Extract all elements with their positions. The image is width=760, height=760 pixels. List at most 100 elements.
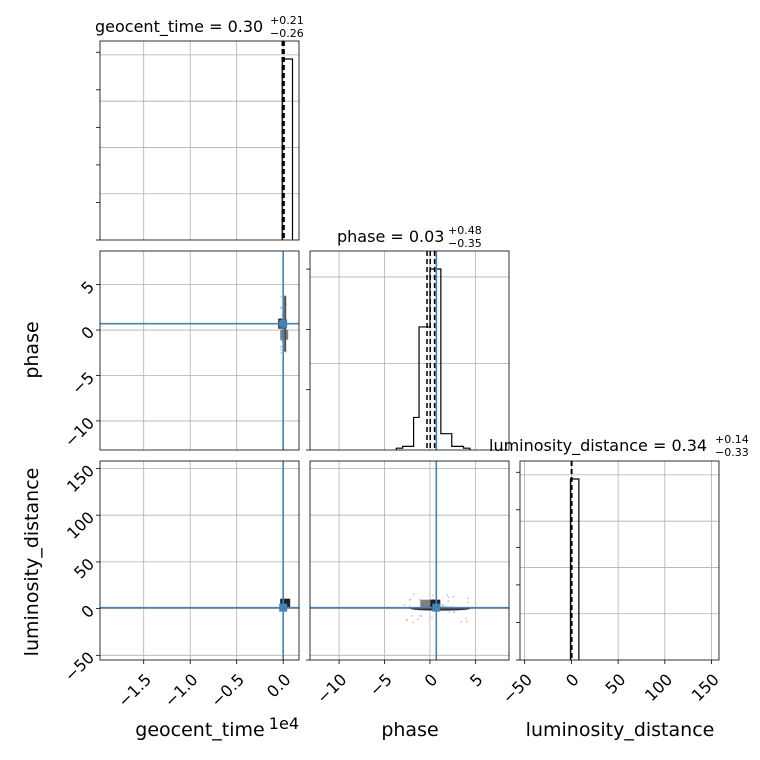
y-tick-label: −50 [61, 648, 98, 685]
truth-marker [432, 603, 441, 612]
x-tick-label: 0 [562, 670, 583, 691]
sample-point [406, 619, 408, 622]
sample-point [412, 593, 415, 595]
sample-point [418, 598, 421, 601]
truth-lines-luminosity-distance-vs-geocent-time [100, 461, 299, 660]
x-tick-label: 150 [688, 670, 723, 705]
quantile-lines-phase [426, 251, 436, 450]
y-tick-marks [306, 268, 310, 451]
sample-point [408, 605, 411, 607]
title-phase: phase = 0.03 [337, 227, 444, 246]
x-tick-label: 0.0 [263, 670, 294, 701]
sample-point [280, 307, 282, 310]
sample-point [460, 620, 463, 623]
y-tick-marks [516, 471, 520, 661]
histogram-step [395, 268, 471, 450]
sample-point [467, 597, 470, 600]
x-tick-label: −0.5 [207, 670, 248, 711]
y-tick-label: 100 [63, 508, 98, 543]
sample-point [279, 348, 282, 351]
grid-phase-vs-geocent-time [100, 251, 299, 450]
title-geocent-time-minus: −0.26 [270, 27, 304, 40]
sample-point [280, 306, 282, 308]
phase-y-tick-labels: 5 0 −5 −10 [61, 277, 100, 451]
title-luminosity-distance-plus: +0.14 [715, 433, 749, 446]
x-axis-label-geocent-time: geocent_time [135, 719, 264, 741]
density-luminosity-distance-vs-geocent-time [280, 598, 291, 608]
title-phase-plus: +0.48 [448, 224, 482, 237]
y-axis-label-luminosity-distance: luminosity_distance [21, 468, 43, 657]
panel-frame [99, 250, 300, 451]
x-tick-label: 0 [421, 670, 442, 691]
density-block [280, 598, 291, 608]
y-tick-label: 0 [77, 323, 98, 344]
y-tick-label: 5 [77, 277, 98, 298]
x-axis-label-phase: phase [381, 719, 438, 741]
truth-marker [279, 319, 288, 328]
sample-point [447, 600, 450, 602]
luminosity-distance-y-tick-labels: 150 100 50 0 −50 [61, 461, 100, 685]
x-tick-label: 50 [602, 670, 630, 698]
title-geocent-time-plus: +0.21 [270, 14, 304, 27]
title-geocent-time: geocent_time = 0.30 [95, 17, 263, 37]
panel-luminosity-distance-hist: −50 0 50 100 150 luminosity_distance = 0.34 … [489, 433, 749, 741]
x-tick-label: −1.0 [161, 670, 202, 711]
panel-frame [99, 460, 300, 661]
grid-phase-hist [310, 251, 509, 450]
sample-point [406, 618, 408, 620]
y-tick-label: 0 [77, 601, 98, 622]
x-tick-label: 100 [641, 670, 676, 705]
panel-frame [309, 250, 510, 451]
x-tick-label: 5 [466, 670, 487, 691]
sample-point [411, 615, 413, 617]
grid-luminosity-distance-hist [520, 461, 719, 660]
sample-point [408, 599, 411, 601]
x-tick-label: −10 [313, 670, 350, 707]
sample-point [452, 595, 455, 598]
sample-point [280, 352, 283, 354]
panel-luminosity-distance-vs-phase: −10 −5 0 5 phase [306, 460, 510, 741]
panel-frame [309, 460, 510, 661]
sample-point [431, 617, 433, 619]
panel-phase-hist: phase = 0.03 +0.48 −0.35 [306, 224, 510, 451]
grid-luminosity-distance-vs-geocent-time [100, 461, 299, 660]
quantile-lines-geocent-time [281, 41, 285, 240]
truth-lines-luminosity-distance-vs-phase [310, 461, 509, 660]
phase-x-tick-labels: −10 −5 0 5 [313, 660, 487, 707]
sample-point [432, 594, 434, 597]
sample-point [448, 611, 450, 613]
panel-phase-vs-geocent-time: 5 0 −5 −10 phase [21, 250, 300, 451]
y-axis-label-phase: phase [21, 321, 43, 378]
x-tick-label: −50 [499, 670, 536, 707]
sample-point [466, 620, 468, 623]
grid-geocent-time-hist [100, 41, 299, 240]
y-tick-marks [96, 51, 100, 241]
panel-frame [99, 40, 300, 241]
sample-point [419, 614, 422, 617]
sample-point [452, 611, 455, 613]
y-tick-label: 50 [70, 554, 98, 582]
sample-point [280, 345, 283, 348]
truth-marker [279, 603, 288, 612]
title-phase-minus: −0.35 [448, 237, 482, 250]
geocent-time-x-tick-labels: −1.5 −1.0 −0.5 0.0 [114, 660, 295, 711]
sample-point [465, 617, 467, 620]
sample-point [446, 594, 449, 596]
sample-point [447, 596, 450, 599]
sample-point [467, 601, 469, 604]
y-tick-label: −10 [61, 413, 98, 450]
x-axis-offset-geocent-time: 1e4 [269, 714, 299, 733]
density-block [420, 599, 433, 608]
y-tick-label: 150 [63, 461, 98, 496]
truth-lines-phase-vs-geocent-time [100, 251, 299, 450]
x-tick-label: −5 [366, 670, 396, 700]
sample-point [412, 621, 415, 624]
panel-frame [519, 460, 720, 661]
title-luminosity-distance: luminosity_distance = 0.34 [489, 436, 707, 456]
panel-geocent-time-hist: geocent_time = 0.30 +0.21 −0.26 [95, 14, 304, 241]
x-axis-label-luminosity-distance: luminosity_distance [526, 719, 715, 741]
sample-point [410, 598, 412, 601]
luminosity-distance-x-tick-labels: −50 0 50 100 150 [499, 660, 723, 707]
panel-luminosity-distance-vs-geocent-time: 150 100 50 0 −50 −1.5 −1.0 −0.5 0.0 luminosity_… [21, 460, 300, 741]
